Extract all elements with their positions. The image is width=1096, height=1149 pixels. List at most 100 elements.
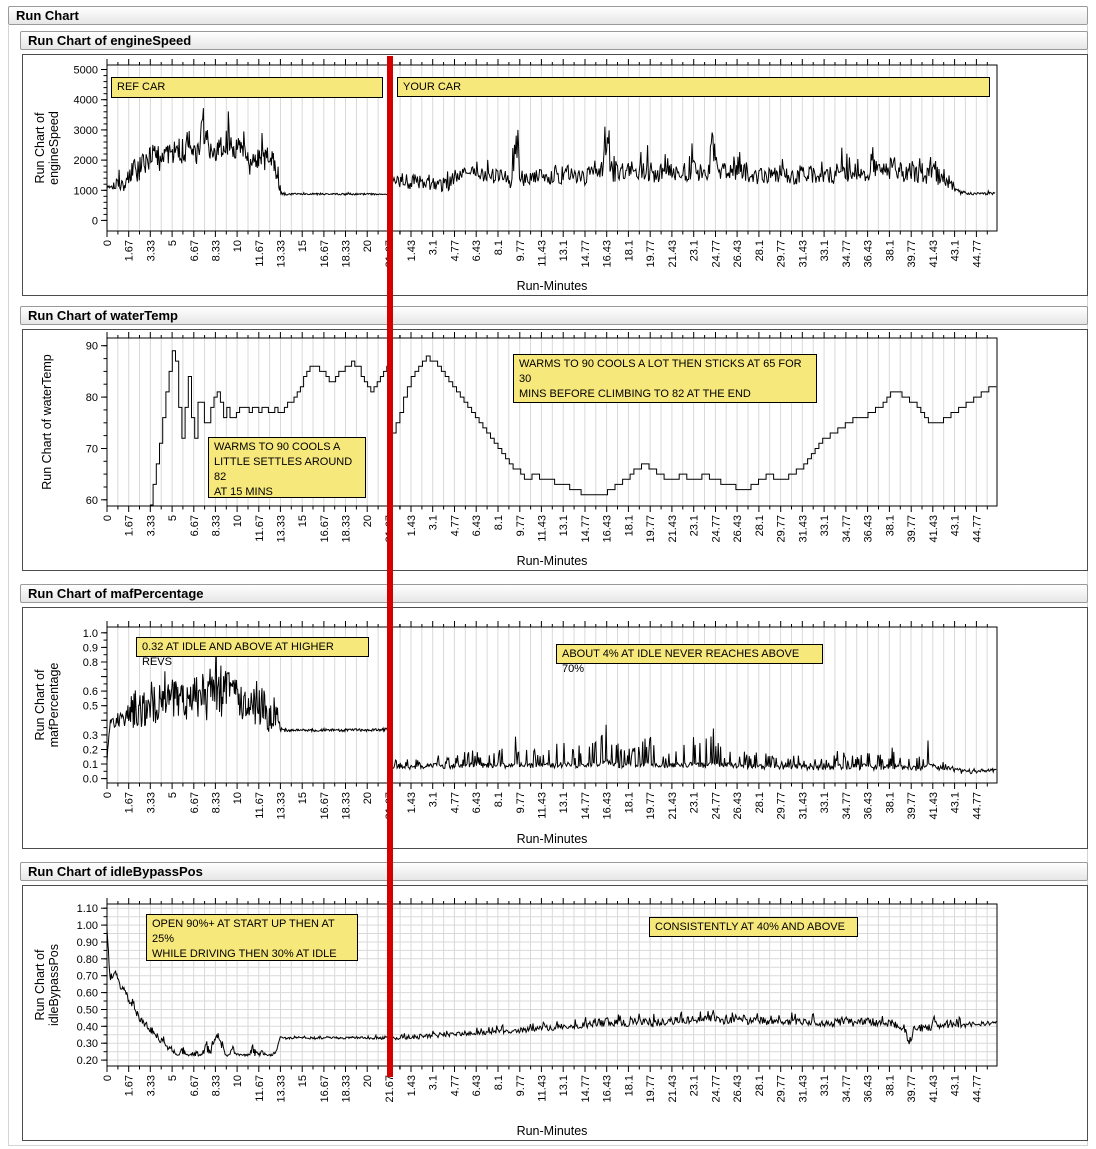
svg-text:4.77: 4.77 — [450, 515, 462, 536]
svg-text:31.43: 31.43 — [797, 792, 809, 820]
svg-text:13.33: 13.33 — [275, 1075, 287, 1103]
svg-text:6.43: 6.43 — [471, 240, 483, 261]
svg-text:20: 20 — [362, 240, 374, 252]
x-axis-title: Run-Minutes — [516, 279, 588, 293]
svg-text:26.43: 26.43 — [732, 515, 744, 543]
svg-text:13.33: 13.33 — [275, 792, 287, 820]
chart-frame-waterTemp: 0 1.67 3.33 5 6.67 8.33 10 11.67 13.33 15 16.67 18.… — [22, 329, 1088, 571]
svg-text:16.43: 16.43 — [602, 515, 614, 543]
svg-text:5000: 5000 — [74, 65, 98, 77]
svg-text:31.43: 31.43 — [797, 515, 809, 543]
svg-text:41.43: 41.43 — [928, 1075, 940, 1103]
svg-text:1000: 1000 — [74, 185, 98, 197]
svg-text:10: 10 — [232, 240, 244, 252]
svg-text:3.1: 3.1 — [428, 515, 440, 530]
svg-text:1.67: 1.67 — [124, 792, 136, 813]
annotation-ref-idle[interactable]: OPEN 90%+ AT START UP THEN AT 25% WHILE … — [146, 914, 358, 961]
svg-text:23.1: 23.1 — [689, 515, 701, 536]
chart-title: Run Chart of waterTemp — [28, 308, 178, 323]
svg-text:1.43: 1.43 — [406, 792, 418, 813]
svg-text:19.77: 19.77 — [645, 515, 657, 543]
svg-text:21.43: 21.43 — [667, 792, 679, 820]
svg-text:1.10: 1.10 — [77, 903, 98, 915]
svg-text:0.40: 0.40 — [77, 1021, 98, 1033]
svg-text:13.1: 13.1 — [558, 515, 570, 536]
svg-text:26.43: 26.43 — [732, 792, 744, 820]
svg-text:15: 15 — [297, 1075, 309, 1087]
annotation-ref-car[interactable]: REF CAR — [111, 77, 383, 98]
svg-text:41.43: 41.43 — [928, 515, 940, 543]
svg-text:6.43: 6.43 — [471, 515, 483, 536]
svg-text:19.77: 19.77 — [645, 240, 657, 268]
svg-text:24.77: 24.77 — [711, 792, 723, 820]
outline-header-idleBypassPos[interactable]: Run Chart of idleBypassPos — [20, 862, 1088, 881]
svg-text:44.77: 44.77 — [971, 240, 983, 268]
outline-header-mafPercentage[interactable]: Run Chart of mafPercentage — [20, 584, 1088, 603]
svg-text:1.0: 1.0 — [83, 628, 98, 640]
chart-frame-mafPercentage: 0 1.67 3.33 5 6.67 8.33 10 11.67 13.33 15 16.67 18.… — [22, 607, 1088, 849]
svg-text:41.43: 41.43 — [928, 240, 940, 268]
svg-text:10: 10 — [232, 515, 244, 527]
x-axis-title: Run-Minutes — [516, 832, 588, 846]
svg-text:44.77: 44.77 — [971, 515, 983, 543]
svg-text:13.1: 13.1 — [558, 240, 570, 261]
svg-text:6.67: 6.67 — [189, 515, 201, 536]
svg-text:13.1: 13.1 — [558, 792, 570, 813]
svg-text:4.77: 4.77 — [450, 1075, 462, 1096]
svg-text:8.33: 8.33 — [210, 1075, 222, 1096]
y-axis-title: Run Chart of mafPercentage — [33, 662, 61, 748]
svg-text:14.77: 14.77 — [580, 1075, 592, 1103]
svg-text:8.33: 8.33 — [210, 515, 222, 536]
svg-text:28.1: 28.1 — [754, 1075, 766, 1096]
chart-title: Run Chart of idleBypassPos — [28, 864, 203, 879]
svg-text:18.1: 18.1 — [623, 1075, 635, 1096]
annotation-ref-watertemp[interactable]: WARMS TO 90 COOLS A LITTLE SETTLES AROUN… — [208, 437, 366, 498]
svg-text:3.1: 3.1 — [428, 240, 440, 255]
svg-text:0: 0 — [102, 240, 114, 246]
outline-header-engineSpeed[interactable]: Run Chart of engineSpeed — [20, 31, 1088, 50]
svg-text:44.77: 44.77 — [971, 792, 983, 820]
svg-text:23.1: 23.1 — [689, 240, 701, 261]
svg-text:5: 5 — [167, 792, 179, 798]
svg-text:2000: 2000 — [74, 155, 98, 167]
annotation-your-car[interactable]: YOUR CAR — [397, 77, 990, 97]
svg-text:29.77: 29.77 — [776, 515, 788, 543]
annotation-your-idle[interactable]: CONSISTENTLY AT 40% AND ABOVE — [649, 917, 858, 937]
svg-text:0.50: 0.50 — [77, 1005, 98, 1017]
svg-text:0.2: 0.2 — [83, 745, 98, 757]
outline-header-run-chart[interactable]: Run Chart — [8, 6, 1088, 25]
run-chart-plot-waterTemp[interactable]: 0 1.67 3.33 5 6.67 8.33 10 11.67 13.33 15 16.67 18.… — [23, 330, 1089, 572]
run-chart-plot-engineSpeed[interactable]: 0 1.67 3.33 5 6.67 8.33 10 11.67 13.33 15 16.67 18.… — [23, 55, 1089, 297]
svg-text:19.77: 19.77 — [645, 792, 657, 820]
svg-text:1.67: 1.67 — [124, 240, 136, 261]
svg-text:0.9: 0.9 — [83, 642, 98, 654]
svg-text:11.43: 11.43 — [536, 792, 548, 819]
svg-text:1.43: 1.43 — [406, 240, 418, 261]
chart-frame-idleBypassPos: 0 1.67 3.33 5 6.67 8.33 10 11.67 13.33 15 16.67 18.… — [22, 885, 1088, 1141]
svg-text:33.1: 33.1 — [819, 792, 831, 813]
svg-text:6.67: 6.67 — [189, 240, 201, 261]
svg-text:34.77: 34.77 — [841, 240, 853, 268]
svg-text:0: 0 — [102, 515, 114, 521]
svg-text:6.43: 6.43 — [471, 792, 483, 813]
svg-text:18.1: 18.1 — [623, 240, 635, 261]
svg-text:24.77: 24.77 — [711, 515, 723, 543]
annotation-your-watertemp[interactable]: WARMS TO 90 COOLS A LOT THEN STICKS AT 6… — [513, 354, 817, 403]
svg-text:1.43: 1.43 — [406, 1075, 418, 1096]
run-chart-plot-idleBypassPos[interactable]: 0 1.67 3.33 5 6.67 8.33 10 11.67 13.33 15 16.67 18.… — [23, 886, 1089, 1142]
svg-text:0.70: 0.70 — [77, 971, 98, 983]
svg-text:0.20: 0.20 — [77, 1055, 98, 1067]
annotation-your-maf[interactable]: ABOUT 4% AT IDLE NEVER REACHES ABOVE 70% — [556, 644, 823, 675]
svg-text:16.67: 16.67 — [319, 1075, 331, 1103]
svg-text:4.77: 4.77 — [450, 240, 462, 261]
svg-text:11.67: 11.67 — [254, 792, 266, 819]
chart-title: Run Chart of mafPercentage — [28, 586, 204, 601]
outline-header-waterTemp[interactable]: Run Chart of waterTemp — [20, 306, 1088, 325]
svg-text:20: 20 — [362, 1075, 374, 1087]
svg-text:9.77: 9.77 — [515, 1075, 527, 1096]
svg-text:33.1: 33.1 — [819, 240, 831, 261]
svg-text:1.00: 1.00 — [77, 920, 98, 932]
svg-text:18.33: 18.33 — [341, 515, 353, 543]
annotation-ref-maf[interactable]: 0.32 AT IDLE AND ABOVE AT HIGHER REVS — [136, 637, 369, 668]
